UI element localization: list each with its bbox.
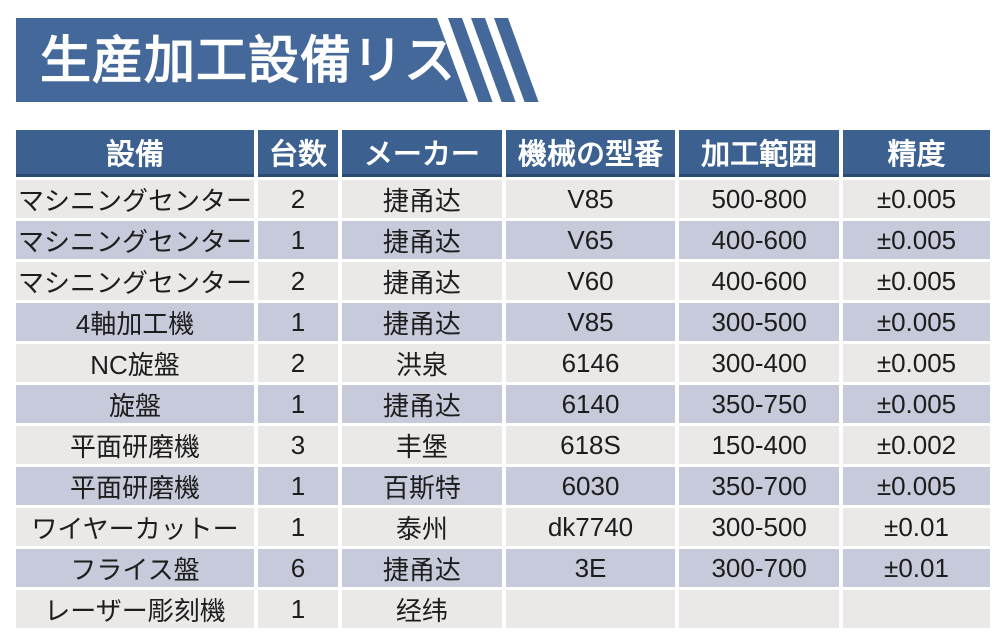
- table-row: レーザー彫刻機 1 经纬: [16, 590, 990, 628]
- cell-maker: 捷甬达: [342, 303, 502, 341]
- table-row: マシニングセンター 2 捷甬达 V85 500-800 ±0.005: [16, 180, 990, 218]
- cell-model: V85: [505, 303, 676, 341]
- cell-equipment: マシニングセンター: [16, 262, 255, 300]
- table-row: 旋盤 1 捷甬达 6140 350-750 ±0.005: [16, 385, 990, 423]
- cell-equipment: マシニングセンター: [16, 221, 255, 259]
- page-title: 生産加工設備リスト: [40, 31, 509, 89]
- cell-model: 6030: [505, 467, 676, 505]
- cell-precision: ±0.005: [842, 303, 990, 341]
- cell-equipment: マシニングセンター: [16, 180, 255, 218]
- cell-maker: 捷甬达: [342, 180, 502, 218]
- cell-precision: ±0.01: [842, 508, 990, 546]
- cell-model: 6146: [505, 344, 676, 382]
- table-row: NC旋盤 2 洪泉 6146 300-400 ±0.005: [16, 344, 990, 382]
- cell-count: 1: [258, 385, 339, 423]
- cell-range: 350-750: [679, 385, 839, 423]
- table-header-row: 設備 台数 メーカー 機械の型番 加工範囲 精度: [16, 130, 990, 177]
- cell-precision: ±0.005: [842, 467, 990, 505]
- cell-count: 1: [258, 221, 339, 259]
- cell-count: 1: [258, 303, 339, 341]
- column-header-precision: 精度: [842, 130, 990, 177]
- cell-range: 300-400: [679, 344, 839, 382]
- cell-precision: ±0.01: [842, 549, 990, 587]
- table-row: 平面研磨機 1 百斯特 6030 350-700 ±0.005: [16, 467, 990, 505]
- table-row: マシニングセンター 1 捷甬达 V65 400-600 ±0.005: [16, 221, 990, 259]
- cell-range: 300-500: [679, 508, 839, 546]
- cell-count: 6: [258, 549, 339, 587]
- cell-precision: ±0.005: [842, 385, 990, 423]
- cell-equipment: フライス盤: [16, 549, 255, 587]
- cell-maker: 百斯特: [342, 467, 502, 505]
- cell-maker: 洪泉: [342, 344, 502, 382]
- title-banner: 生産加工設備リスト: [16, 18, 576, 102]
- cell-count: 1: [258, 590, 339, 628]
- column-header-equipment: 設備: [16, 130, 255, 177]
- cell-count: 2: [258, 344, 339, 382]
- column-header-model: 機械の型番: [505, 130, 676, 177]
- cell-model: V65: [505, 221, 676, 259]
- column-header-maker: メーカー: [342, 130, 502, 177]
- cell-maker: 捷甬达: [342, 549, 502, 587]
- cell-equipment: 平面研磨機: [16, 467, 255, 505]
- cell-maker: 经纬: [342, 590, 502, 628]
- cell-maker: 泰州: [342, 508, 502, 546]
- cell-equipment: 4軸加工機: [16, 303, 255, 341]
- table-row: ワイヤーカットー 1 泰州 dk7740 300-500 ±0.01: [16, 508, 990, 546]
- cell-range: 300-500: [679, 303, 839, 341]
- cell-precision: ±0.005: [842, 262, 990, 300]
- cell-range: 400-600: [679, 262, 839, 300]
- cell-model: 3E: [505, 549, 676, 587]
- cell-precision: ±0.002: [842, 426, 990, 464]
- table-row: 4軸加工機 1 捷甬达 V85 300-500 ±0.005: [16, 303, 990, 341]
- cell-model: V60: [505, 262, 676, 300]
- cell-range: 150-400: [679, 426, 839, 464]
- cell-range: 500-800: [679, 180, 839, 218]
- cell-maker: 捷甬达: [342, 262, 502, 300]
- cell-model: dk7740: [505, 508, 676, 546]
- cell-equipment: ワイヤーカットー: [16, 508, 255, 546]
- cell-count: 1: [258, 467, 339, 505]
- equipment-table: 設備 台数 メーカー 機械の型番 加工範囲 精度 マシニングセンター 2 捷甬达 V85 500-…: [12, 127, 994, 631]
- table-row: 平面研磨機 3 丰堡 618S 150-400 ±0.002: [16, 426, 990, 464]
- cell-equipment: 旋盤: [16, 385, 255, 423]
- column-header-count: 台数: [258, 130, 339, 177]
- column-header-range: 加工範囲: [679, 130, 839, 177]
- cell-range: 300-700: [679, 549, 839, 587]
- cell-model: 6140: [505, 385, 676, 423]
- cell-range: 400-600: [679, 221, 839, 259]
- cell-count: 1: [258, 508, 339, 546]
- cell-maker: 丰堡: [342, 426, 502, 464]
- cell-range: 350-700: [679, 467, 839, 505]
- cell-count: 3: [258, 426, 339, 464]
- cell-model: 618S: [505, 426, 676, 464]
- cell-equipment: レーザー彫刻機: [16, 590, 255, 628]
- cell-equipment: NC旋盤: [16, 344, 255, 382]
- cell-model: [505, 590, 676, 628]
- title-banner-block: 生産加工設備リスト: [16, 18, 468, 102]
- cell-precision: ±0.005: [842, 221, 990, 259]
- cell-range: [679, 590, 839, 628]
- table-row: フライス盤 6 捷甬达 3E 300-700 ±0.01: [16, 549, 990, 587]
- cell-model: V85: [505, 180, 676, 218]
- cell-maker: 捷甬达: [342, 221, 502, 259]
- table-row: マシニングセンター 2 捷甬达 V60 400-600 ±0.005: [16, 262, 990, 300]
- cell-precision: ±0.005: [842, 180, 990, 218]
- cell-count: 2: [258, 180, 339, 218]
- cell-equipment: 平面研磨機: [16, 426, 255, 464]
- cell-precision: ±0.005: [842, 344, 990, 382]
- cell-maker: 捷甬达: [342, 385, 502, 423]
- cell-precision: [842, 590, 990, 628]
- cell-count: 2: [258, 262, 339, 300]
